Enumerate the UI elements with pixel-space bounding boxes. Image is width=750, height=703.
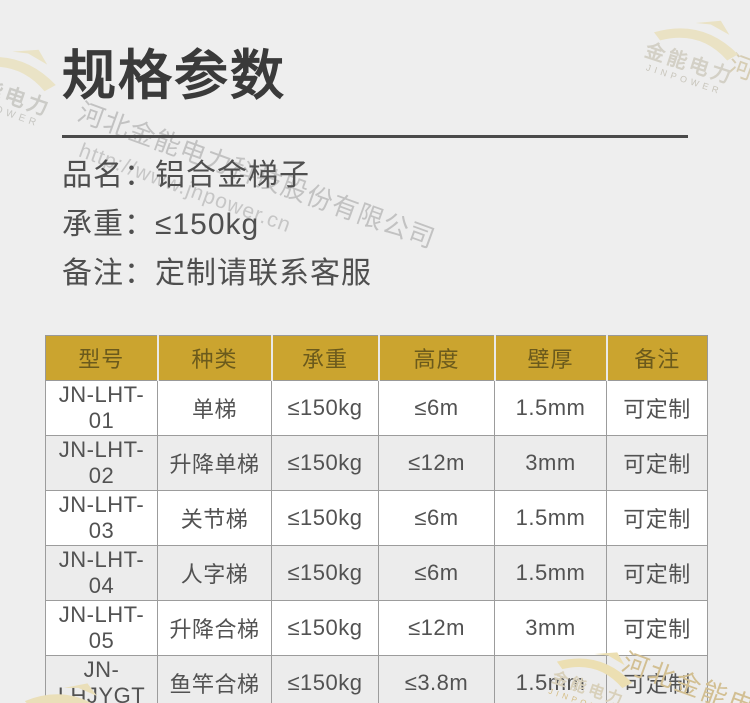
cell-type: 人字梯 [157, 545, 272, 601]
cell-height: ≤6m [378, 380, 495, 436]
info-line-product-name: 品名：铝合金梯子 [62, 160, 372, 191]
cell-note: 可定制 [606, 435, 708, 491]
info-line-note: 备注：定制请联系客服 [62, 258, 372, 289]
cell-type: 鱼竿合梯 [157, 655, 272, 703]
col-header-type: 种类 [156, 335, 272, 381]
info-value: 定制请联系客服 [155, 257, 372, 290]
cell-thickness: 1.5mm [494, 380, 607, 436]
cell-model: JN-LHT-05 [45, 600, 158, 656]
cell-model: JN-LHT-03 [45, 490, 158, 546]
cell-thickness: 1.5mm [494, 545, 607, 601]
cell-thickness: 3mm [494, 600, 607, 656]
cell-load: ≤150kg [271, 600, 379, 656]
col-header-note: 备注 [605, 335, 708, 381]
col-header-model: 型号 [45, 335, 158, 381]
table-header-row: 型号 种类 承重 高度 壁厚 备注 [45, 335, 708, 381]
table-row: JN-LHT-03 关节梯 ≤150kg ≤6m 1.5mm 可定制 [45, 490, 708, 546]
cell-load: ≤150kg [271, 380, 379, 436]
cell-height: ≤12m [378, 600, 495, 656]
cell-note: 可定制 [606, 655, 708, 703]
title-underline [62, 135, 688, 138]
info-line-load: 承重：≤150kg [62, 209, 372, 240]
cell-note: 可定制 [606, 545, 708, 601]
cell-model: JN-LHT-04 [45, 545, 158, 601]
col-header-thickness: 壁厚 [493, 335, 607, 381]
cell-load: ≤150kg [271, 655, 379, 703]
cell-thickness: 3mm [494, 435, 607, 491]
spec-table: 型号 种类 承重 高度 壁厚 备注 JN-LHT-01 单梯 ≤150kg ≤6… [45, 335, 708, 703]
info-label: 承重： [62, 208, 155, 241]
table-row: JN-LHT-01 单梯 ≤150kg ≤6m 1.5mm 可定制 [45, 380, 708, 436]
cell-model: JN-LHT-02 [45, 435, 158, 491]
cell-thickness: 1.5mm [494, 490, 607, 546]
table-row: JN-LHJYGT 鱼竿合梯 ≤150kg ≤3.8m 1.5mm 可定制 [45, 655, 708, 703]
cell-type: 升降合梯 [157, 600, 272, 656]
cell-model: JN-LHJYGT [45, 655, 158, 703]
cell-type: 关节梯 [157, 490, 272, 546]
table-row: JN-LHT-04 人字梯 ≤150kg ≤6m 1.5mm 可定制 [45, 545, 708, 601]
info-label: 品名： [62, 159, 155, 192]
page-title: 规格参数 [62, 46, 286, 106]
cell-type: 单梯 [157, 380, 272, 436]
cell-height: ≤12m [378, 435, 495, 491]
cell-type: 升降单梯 [157, 435, 272, 491]
cell-height: ≤3.8m [378, 655, 495, 703]
cell-note: 可定制 [606, 380, 708, 436]
col-header-height: 高度 [377, 335, 495, 381]
cell-note: 可定制 [606, 490, 708, 546]
cell-load: ≤150kg [271, 545, 379, 601]
product-info: 品名：铝合金梯子 承重：≤150kg 备注：定制请联系客服 [62, 160, 372, 307]
info-label: 备注： [62, 257, 155, 290]
cell-note: 可定制 [606, 600, 708, 656]
cell-load: ≤150kg [271, 490, 379, 546]
col-header-load: 承重 [270, 335, 379, 381]
info-value: 铝合金梯子 [155, 159, 310, 192]
cell-load: ≤150kg [271, 435, 379, 491]
cell-height: ≤6m [378, 490, 495, 546]
cell-height: ≤6m [378, 545, 495, 601]
table-row: JN-LHT-02 升降单梯 ≤150kg ≤12m 3mm 可定制 [45, 435, 708, 491]
table-row: JN-LHT-05 升降合梯 ≤150kg ≤12m 3mm 可定制 [45, 600, 708, 656]
info-value: ≤150kg [155, 208, 260, 241]
cell-thickness: 1.5mm [494, 655, 607, 703]
cell-model: JN-LHT-01 [45, 380, 158, 436]
